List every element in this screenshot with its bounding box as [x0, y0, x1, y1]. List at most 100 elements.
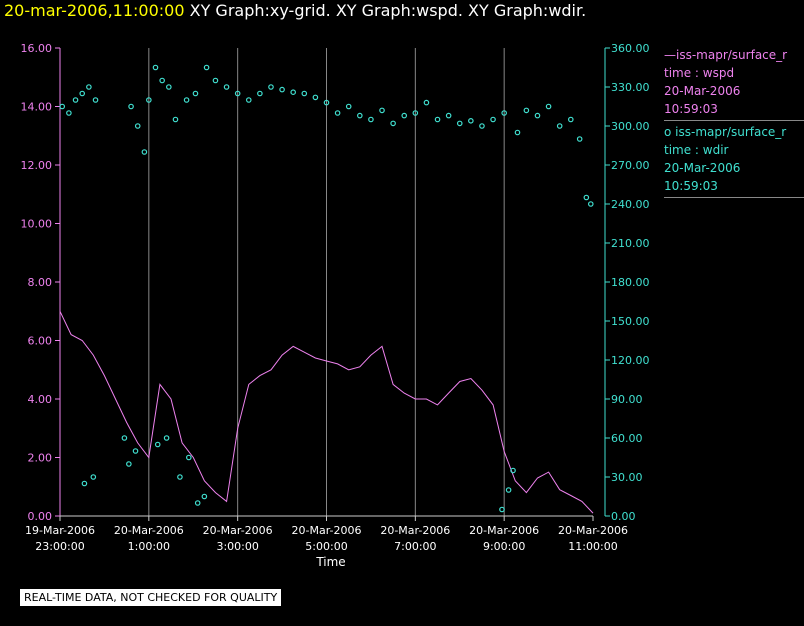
wdir-point — [132, 448, 139, 454]
wdir-point — [245, 97, 252, 103]
wdir-point — [445, 112, 452, 119]
wdir-point — [201, 493, 208, 500]
y-left-tick-label: 14.00 — [21, 101, 53, 114]
wdir-point — [290, 89, 296, 96]
wdir-point — [510, 467, 516, 474]
x-tick-label-time: 11:00:00 — [568, 540, 617, 553]
x-tick-label-date: 20-Mar-2006 — [380, 524, 450, 537]
wdir-point — [576, 136, 583, 142]
y-right-tick-label: 60.00 — [611, 432, 643, 445]
y-right-tick-label: 300.00 — [611, 120, 650, 133]
y-left-tick-label: 16.00 — [21, 42, 53, 55]
y-left-tick-label: 2.00 — [28, 452, 53, 465]
wdir-point — [514, 129, 521, 136]
legend-wdir-date: 20-Mar-2006 — [664, 161, 741, 175]
series-wdir-points — [59, 64, 594, 513]
wdir-point — [154, 441, 161, 448]
x-tick-label-time: 23:00:00 — [35, 540, 84, 553]
wdir-point — [86, 84, 92, 90]
x-tick-label-time: 9:00:00 — [483, 540, 525, 553]
x-tick-label-time: 1:00:00 — [128, 540, 170, 553]
x-tick-label-time: 3:00:00 — [216, 540, 258, 553]
wdir-point — [468, 118, 474, 124]
wdir-point — [177, 474, 183, 480]
y-right-tick-label: 240.00 — [611, 198, 650, 211]
wdir-point — [186, 454, 192, 461]
wdir-point — [490, 116, 496, 123]
x-axis-label: Time — [315, 555, 345, 569]
wdir-point — [134, 123, 141, 129]
wdir-point — [357, 112, 363, 119]
wdir-point — [390, 120, 396, 127]
wdir-point — [183, 97, 190, 103]
wdir-point — [81, 480, 88, 487]
wdir-point — [234, 90, 241, 97]
y-left-tick-label: 6.00 — [28, 335, 53, 348]
wdir-point — [172, 116, 179, 123]
wdir-point — [146, 97, 152, 103]
y-left-tick-label: 12.00 — [21, 159, 53, 172]
y-right-tick-label: 360.00 — [611, 42, 650, 55]
wdir-point — [567, 116, 574, 123]
y-right-tick-label: 0.00 — [611, 510, 636, 523]
y-left-tick-label: 0.00 — [28, 510, 53, 523]
wdir-point — [279, 86, 285, 93]
y-right-tick-label: 270.00 — [611, 159, 650, 172]
legend-entry-wdir: o iss-mapr/surface_r time : wdir 20-Mar-… — [664, 123, 804, 198]
wdir-point — [126, 461, 132, 467]
y-left-tick-label: 8.00 — [28, 276, 53, 289]
y-right-tick-label: 90.00 — [611, 393, 643, 406]
wdir-point — [434, 116, 441, 123]
wdir-point — [523, 107, 530, 114]
wdir-point — [203, 64, 210, 71]
wdir-point — [556, 123, 563, 129]
y-right-tick-label: 180.00 — [611, 276, 650, 289]
wdir-point — [479, 123, 485, 129]
wdir-point — [301, 90, 308, 97]
wdir-point — [159, 77, 165, 84]
wdir-point — [152, 64, 159, 71]
wdir-point — [66, 110, 72, 116]
wdir-point — [423, 99, 430, 106]
wdir-point — [92, 97, 99, 103]
x-tick-label-time: 7:00:00 — [394, 540, 436, 553]
wdir-point — [345, 103, 352, 110]
axes — [59, 48, 606, 517]
wdir-point — [312, 94, 319, 101]
wdir-point — [59, 103, 66, 110]
x-tick-label-date: 20-Mar-2006 — [469, 524, 539, 537]
wdir-point — [323, 99, 330, 106]
legend-wspd-var: time : wspd — [664, 66, 735, 80]
y-right-tick-label: 150.00 — [611, 315, 650, 328]
x-tick-label-date: 19-Mar-2006 — [25, 524, 95, 537]
wdir-point — [268, 84, 274, 90]
wdir-point — [212, 77, 219, 84]
x-tick-label-date: 20-Mar-2006 — [292, 524, 362, 537]
y-right-tick-label: 210.00 — [611, 237, 650, 250]
y-right-tick-label: 30.00 — [611, 471, 643, 484]
legend-wspd-date: 20-Mar-2006 — [664, 84, 741, 98]
x-axis-ticks: 19-Mar-2006 23:00:00 20-Mar-2006 1:00:00 20-… — [25, 516, 628, 553]
wdir-point — [334, 110, 341, 116]
wdir-point — [141, 149, 148, 155]
x-tick-label-date: 20-Mar-2006 — [558, 524, 628, 537]
y-right-tick-label: 330.00 — [611, 81, 650, 94]
x-tick-label-date: 20-Mar-2006 — [114, 524, 184, 537]
wdir-point — [257, 90, 263, 97]
wdir-point — [456, 120, 463, 127]
legend-wspd-time: 10:59:03 — [664, 102, 718, 116]
wdir-point — [505, 487, 512, 493]
wdir-point — [501, 110, 507, 116]
wdir-point — [72, 97, 79, 103]
y-left-tick-label: 10.00 — [21, 218, 53, 231]
wdir-point — [534, 112, 541, 119]
wdir-point — [587, 201, 594, 207]
wdir-point — [368, 116, 374, 123]
wdir-point — [401, 112, 408, 119]
x-tick-label-date: 20-Mar-2006 — [203, 524, 273, 537]
graph-list-label: XY Graph:xy-grid. XY Graph:wspd. XY Grap… — [184, 1, 587, 20]
legend: —iss-mapr/surface_r time : wspd 20-Mar-2… — [664, 46, 804, 200]
y-left-tick-label: 4.00 — [28, 393, 53, 406]
wdir-point — [223, 84, 230, 90]
